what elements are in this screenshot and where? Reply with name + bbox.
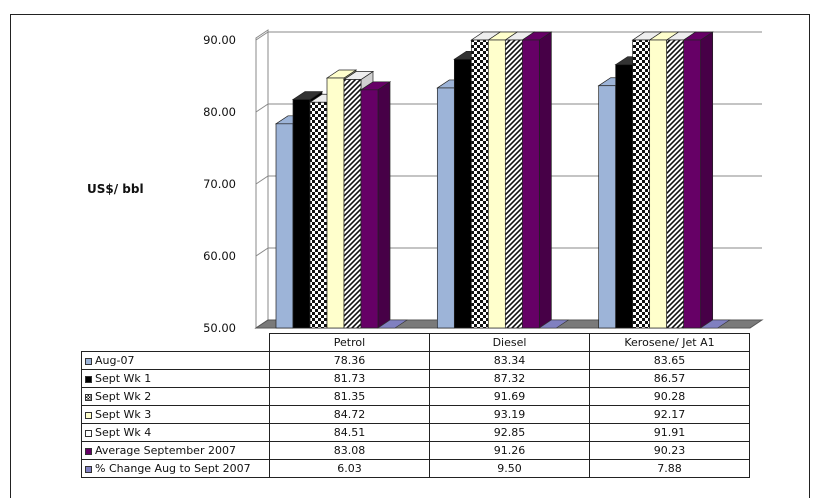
- data-value: 84.51: [269, 423, 430, 442]
- data-value: 92.85: [429, 423, 590, 442]
- y-tick-labels: 50.00 60.00 70.00 80.00 90.00: [203, 33, 236, 335]
- legend-key: [85, 411, 92, 419]
- data-value: 78.36: [269, 351, 430, 370]
- chart-frame: [10, 14, 810, 498]
- bar-flat: [377, 319, 408, 329]
- gridline-depth: [255, 31, 269, 41]
- gridline-depth: [255, 247, 269, 257]
- bar: [436, 87, 455, 329]
- bar: [504, 39, 523, 329]
- table-row: Sept Wk 3 84.72 93.19 92.17: [81, 405, 750, 424]
- data-value: 87.32: [429, 369, 590, 388]
- series-name: Sept Wk 4: [95, 426, 152, 439]
- legend-key: [85, 375, 92, 383]
- series-legend: Sept Wk 3: [81, 405, 270, 424]
- data-value: 83.34: [429, 351, 590, 370]
- category-label: Diesel: [429, 333, 590, 352]
- table-row: Sept Wk 2 81.35 91.69 90.28: [81, 387, 750, 406]
- legend-key: [85, 357, 92, 365]
- data-value: 86.57: [589, 369, 750, 388]
- bars-layer: [274, 31, 731, 329]
- data-value: 9.50: [429, 459, 590, 478]
- series-legend: Average September 2007: [81, 441, 270, 460]
- side-wall: [255, 29, 269, 329]
- data-value: 81.73: [269, 369, 430, 388]
- table-row: Average September 2007 83.08 91.26 90.23: [81, 441, 750, 460]
- legend-key: [85, 429, 92, 437]
- bar: [292, 99, 311, 329]
- data-value: 91.91: [589, 423, 750, 442]
- series-name: Sept Wk 3: [95, 408, 152, 421]
- bar-flat: [538, 319, 570, 329]
- bar: [521, 39, 540, 329]
- data-table: Petrol Diesel Kerosene/ Jet A1 Aug-07 78.36 8…: [81, 333, 750, 478]
- y-tick-label: 90.00: [203, 33, 236, 47]
- category-label: Petrol: [269, 333, 430, 352]
- series-legend: Sept Wk 4: [81, 423, 270, 442]
- data-value: 83.08: [269, 441, 430, 460]
- data-value: 81.35: [269, 387, 430, 406]
- bar-side: [377, 81, 391, 329]
- data-value: 90.23: [589, 441, 750, 460]
- bar: [453, 58, 472, 329]
- data-value: 91.26: [429, 441, 590, 460]
- series-name: Average September 2007: [95, 444, 236, 457]
- table-row: Sept Wk 1 81.73 87.32 86.57: [81, 369, 750, 388]
- bar: [326, 77, 345, 329]
- bar: [275, 123, 294, 329]
- gridline-depth: [255, 175, 269, 185]
- bar: [360, 89, 379, 329]
- data-value: 7.88: [589, 459, 750, 478]
- data-value: 90.28: [589, 387, 750, 406]
- table-row: Aug-07 78.36 83.34 83.65: [81, 351, 750, 370]
- bar: [615, 64, 634, 329]
- gridline-depth: [255, 103, 269, 113]
- series-name: Sept Wk 2: [95, 390, 152, 403]
- bar: [309, 101, 328, 329]
- data-value: 93.19: [429, 405, 590, 424]
- y-tick-label: 50.00: [203, 321, 236, 335]
- bar: [683, 39, 702, 329]
- bar: [632, 39, 651, 329]
- data-value: 6.03: [269, 459, 430, 478]
- series-name: Sept Wk 1: [95, 372, 152, 385]
- data-value: 83.65: [589, 351, 750, 370]
- table-row: Sept Wk 4 84.51 92.85 91.91: [81, 423, 750, 442]
- bar-flat: [699, 319, 731, 329]
- series-legend: Aug-07: [81, 351, 270, 370]
- legend-key: [85, 465, 92, 473]
- table-corner: [81, 333, 270, 352]
- y-tick-label: 80.00: [203, 105, 236, 119]
- series-name: % Change Aug to Sept 2007: [95, 462, 251, 475]
- bar-side: [538, 31, 552, 329]
- y-tick-label: 70.00: [203, 177, 236, 191]
- category-label: Kerosene/ Jet A1: [589, 333, 750, 352]
- y-axis-label: US$/ bbl: [87, 182, 144, 196]
- bar: [598, 85, 617, 329]
- bar-side: [700, 31, 714, 329]
- bar: [487, 39, 506, 329]
- data-value: 84.72: [269, 405, 430, 424]
- legend-key: [85, 393, 92, 401]
- series-legend: Sept Wk 1: [81, 369, 270, 388]
- bar: [649, 39, 668, 329]
- table-header-row: Petrol Diesel Kerosene/ Jet A1: [81, 333, 750, 352]
- series-legend: Sept Wk 2: [81, 387, 270, 406]
- bar: [666, 39, 685, 329]
- y-tick-label: 60.00: [203, 249, 236, 263]
- legend-key: [85, 447, 92, 455]
- data-value: 91.69: [429, 387, 590, 406]
- table-row: % Change Aug to Sept 2007 6.03 9.50 7.88: [81, 459, 750, 478]
- bar: [470, 39, 489, 329]
- bar: [343, 79, 362, 329]
- series-name: Aug-07: [95, 354, 135, 367]
- data-value: 92.17: [589, 405, 750, 424]
- series-legend: % Change Aug to Sept 2007: [81, 459, 270, 478]
